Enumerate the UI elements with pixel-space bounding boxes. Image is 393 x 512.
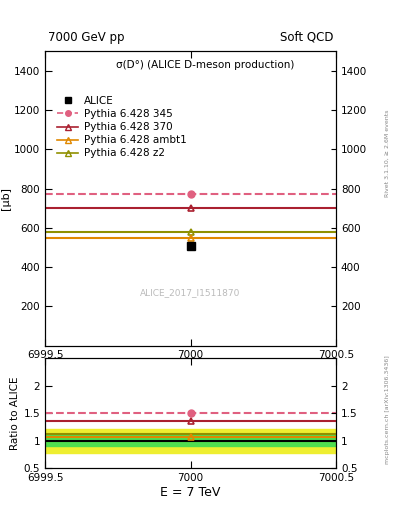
Y-axis label: Ratio to ALICE: Ratio to ALICE <box>9 377 20 450</box>
Text: Rivet 3.1.10, ≥ 2.6M events: Rivet 3.1.10, ≥ 2.6M events <box>385 110 389 197</box>
Text: ALICE_2017_I1511870: ALICE_2017_I1511870 <box>140 288 241 297</box>
Text: mcplots.cern.ch [arXiv:1306.3436]: mcplots.cern.ch [arXiv:1306.3436] <box>385 355 389 464</box>
Text: Soft QCD: Soft QCD <box>279 31 333 44</box>
Text: σ(D°) (ALICE D-meson production): σ(D°) (ALICE D-meson production) <box>116 60 294 70</box>
Y-axis label: dσ/dy
[μb]: dσ/dy [μb] <box>0 183 11 214</box>
Legend: ALICE, Pythia 6.428 345, Pythia 6.428 370, Pythia 6.428 ambt1, Pythia 6.428 z2: ALICE, Pythia 6.428 345, Pythia 6.428 37… <box>53 92 191 163</box>
X-axis label: E = 7 TeV: E = 7 TeV <box>160 486 221 499</box>
Text: 7000 GeV pp: 7000 GeV pp <box>48 31 125 44</box>
